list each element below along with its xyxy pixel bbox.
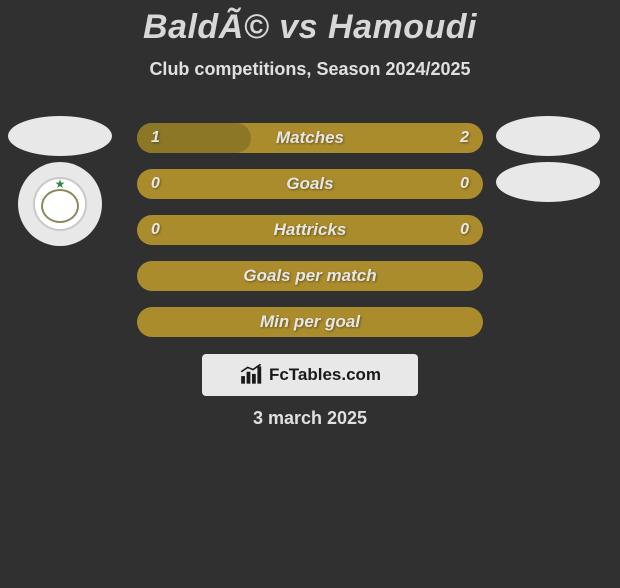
bar-label: Min per goal	[137, 307, 483, 337]
club-badge-emblem	[18, 162, 102, 246]
bar-hattricks: 0 Hattricks 0	[137, 215, 483, 245]
bar-value-right: 0	[460, 169, 469, 199]
club-badge-placeholder	[496, 116, 600, 156]
bar-value-right: 0	[460, 215, 469, 245]
comparison-bars: 1 Matches 2 0 Goals 0 0 Hattricks 0 Goal…	[137, 123, 483, 353]
club-emblem-icon	[33, 177, 87, 231]
bar-matches: 1 Matches 2	[137, 123, 483, 153]
bar-label: Hattricks	[137, 215, 483, 245]
bar-label: Goals	[137, 169, 483, 199]
bar-chart-icon	[239, 364, 265, 386]
logo-text: FcTables.com	[269, 365, 381, 385]
fctables-logo: FcTables.com	[202, 354, 418, 396]
page-subtitle: Club competitions, Season 2024/2025	[0, 59, 620, 80]
bar-goals: 0 Goals 0	[137, 169, 483, 199]
bar-min-per-goal: Min per goal	[137, 307, 483, 337]
player-left-badges	[8, 116, 112, 246]
club-badge-placeholder	[496, 162, 600, 202]
bar-goals-per-match: Goals per match	[137, 261, 483, 291]
generated-date: 3 march 2025	[0, 408, 620, 429]
bar-value-right: 2	[460, 123, 469, 153]
page-title: BaldÃ© vs Hamoudi	[0, 8, 620, 47]
player-right-badges	[496, 116, 600, 208]
bar-label: Goals per match	[137, 261, 483, 291]
club-badge-placeholder	[8, 116, 112, 156]
bar-label: Matches	[137, 123, 483, 153]
